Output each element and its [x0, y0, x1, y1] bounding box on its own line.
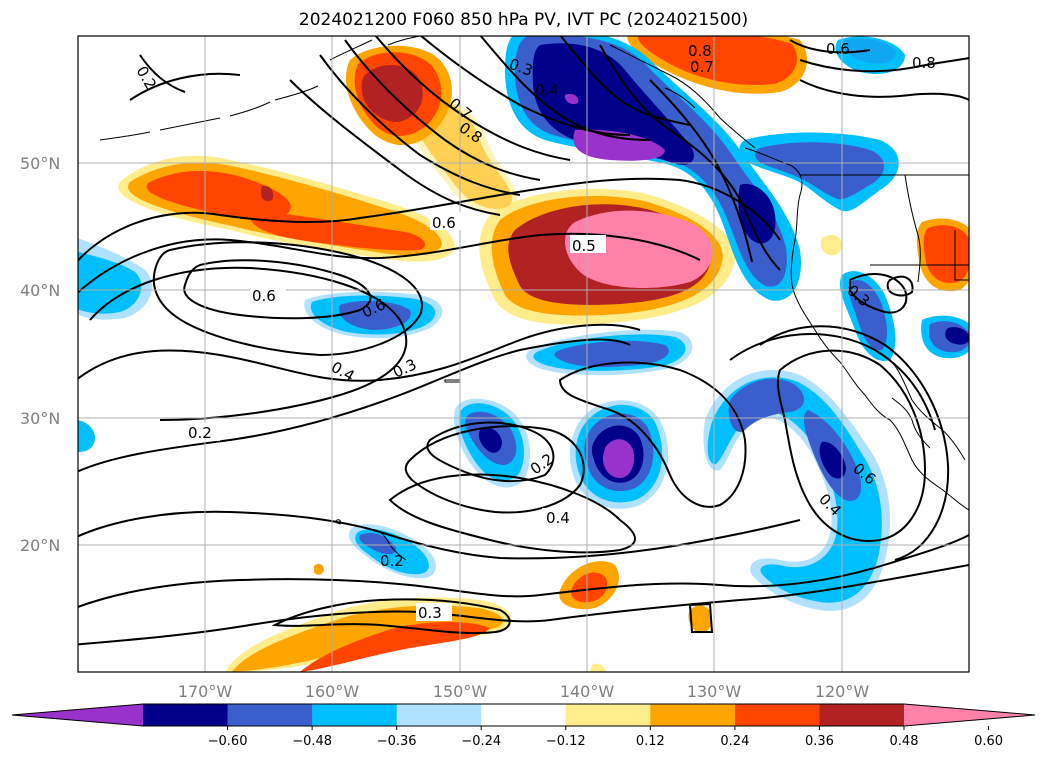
contour-label: 0.4 — [535, 81, 559, 99]
lon-label: 160°W — [305, 682, 360, 701]
colorbar-tick-label: 0.12 — [636, 734, 665, 749]
colorbar-bin — [143, 704, 229, 726]
colorbar-tick-label: 0.36 — [805, 734, 834, 749]
lon-label: 120°W — [815, 682, 870, 701]
contour-label: 0.3 — [418, 604, 442, 622]
colorbar-tick-label: 0.60 — [974, 734, 1003, 749]
lon-label: 140°W — [560, 682, 615, 701]
contour-label: 0.7 — [690, 58, 714, 76]
latitude-labels: 50°N 40°N 30°N 20°N — [20, 154, 60, 555]
longitude-labels: 170°W 160°W 150°W 140°W 130°W 120°W — [178, 682, 870, 701]
lat-label: 50°N — [20, 154, 60, 173]
contour-label: 0.6 — [432, 214, 456, 232]
colorbar-bin — [481, 704, 567, 726]
colorbar-bin — [734, 704, 820, 726]
figure-title: 2024021200 F060 850 hPa PV, IVT PC (2024… — [298, 10, 749, 30]
colorbar-tick-label: −0.36 — [377, 734, 417, 749]
lat-label: 40°N — [20, 281, 60, 300]
contour-label: 0.2 — [188, 424, 212, 442]
contour-label: 0.8 — [688, 42, 712, 60]
gridlines — [78, 36, 969, 672]
ivt-contours — [78, 36, 969, 646]
colorbar-bin — [312, 704, 398, 726]
contour-label: 0.4 — [546, 509, 570, 527]
colorbar-tick-label: 0.48 — [890, 734, 919, 749]
contour-label: 0.5 — [572, 237, 596, 255]
contour-label: 0.6 — [826, 40, 850, 58]
colorbar-bin — [396, 704, 482, 726]
lon-label: 170°W — [178, 682, 233, 701]
colorbar-bin — [565, 704, 651, 726]
colorbar-extend-min — [12, 704, 143, 726]
colorbar-bin — [227, 704, 313, 726]
contour-label: 0.2 — [380, 552, 404, 570]
colorbar-bin — [650, 704, 736, 726]
map-frame — [77, 35, 970, 673]
colorbar-tick-label: 0.24 — [720, 734, 749, 749]
contour-label: 0.8 — [912, 54, 936, 72]
lat-label: 20°N — [20, 536, 60, 555]
pv-fill-layer: 0.2 0.3 0.4 0.7 0.8 0.6 0.5 0.6 0.6 0.4 … — [78, 36, 969, 672]
lat-label: 30°N — [20, 409, 60, 428]
lon-label: 130°W — [687, 682, 742, 701]
colorbar-outline — [11, 703, 1036, 727]
colorbar-tick-label: −0.12 — [546, 734, 586, 749]
colorbar-extend-max — [904, 704, 1035, 726]
lon-label: 150°W — [433, 682, 488, 701]
colorbar-tick-label: −0.60 — [208, 734, 248, 749]
colorbar: −0.60 −0.48 −0.36 −0.24 −0.12 0.12 0.24 0.36 0.4… — [11, 703, 1036, 749]
colorbar-tick-label: −0.48 — [292, 734, 332, 749]
colorbar-tick-label: −0.24 — [461, 734, 501, 749]
colorbar-bin — [819, 704, 905, 726]
contour-label: 0.6 — [252, 287, 276, 305]
